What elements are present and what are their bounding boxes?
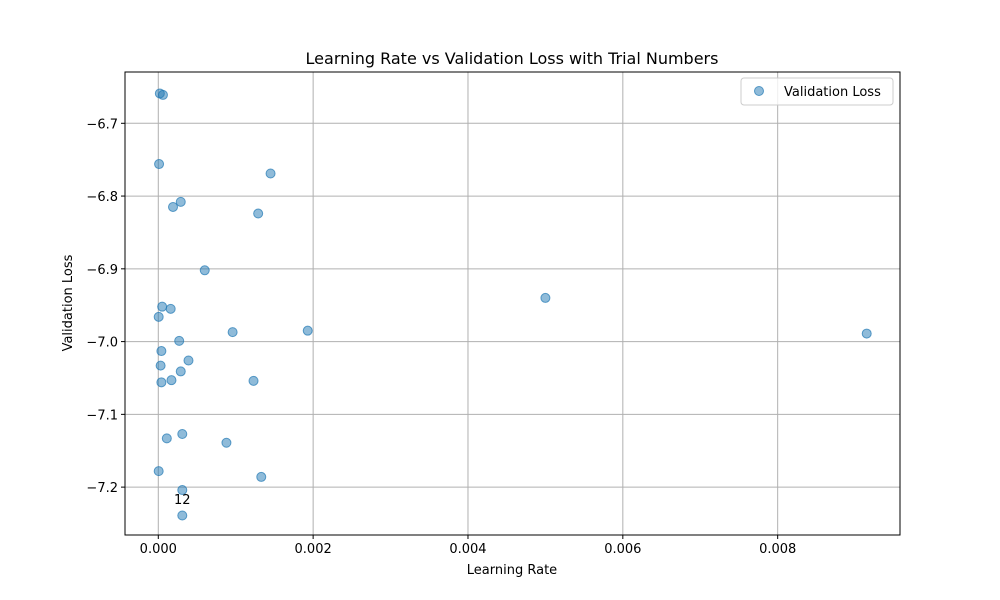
y-axis-label: Validation Loss bbox=[61, 254, 76, 351]
scatter-points bbox=[153, 88, 872, 521]
scatter-point bbox=[175, 366, 186, 377]
y-tick-label: −7.0 bbox=[86, 336, 118, 351]
scatter-point bbox=[265, 168, 276, 179]
scatter-point bbox=[168, 201, 179, 212]
annotations: 12 bbox=[174, 493, 191, 508]
scatter-point bbox=[156, 377, 167, 388]
y-tick-label: −6.7 bbox=[86, 117, 118, 132]
scatter-point bbox=[199, 265, 210, 276]
x-axis-label: Learning Rate bbox=[467, 563, 557, 578]
scatter-point bbox=[175, 196, 186, 207]
scatter-point bbox=[165, 303, 176, 314]
scatter-point bbox=[166, 375, 177, 386]
trial-number-annotation: 12 bbox=[174, 493, 191, 508]
grid bbox=[125, 72, 900, 535]
scatter-point bbox=[221, 437, 232, 448]
scatter-point bbox=[248, 375, 259, 386]
x-tick-label: 0.004 bbox=[449, 542, 486, 557]
y-tick-label: −7.2 bbox=[86, 481, 118, 496]
scatter-point bbox=[256, 471, 267, 482]
legend-box bbox=[740, 77, 894, 106]
scatter-point bbox=[177, 429, 188, 440]
scatter-point bbox=[253, 208, 264, 219]
scatter-point bbox=[155, 360, 166, 371]
plot-area-frame bbox=[124, 71, 901, 536]
scatter-point bbox=[154, 159, 165, 170]
scatter-point bbox=[302, 325, 313, 336]
scatter-point bbox=[227, 327, 238, 338]
scatter-point bbox=[540, 292, 551, 303]
scatter-point bbox=[153, 466, 164, 477]
y-tick-label: −6.9 bbox=[86, 263, 118, 278]
scatter-point bbox=[861, 328, 872, 339]
scatter-point bbox=[153, 311, 164, 322]
scatter-point bbox=[174, 335, 185, 346]
x-tick-label: 0.006 bbox=[604, 542, 641, 557]
x-tick-label: 0.002 bbox=[295, 542, 332, 557]
scatter-point bbox=[177, 485, 188, 496]
chart-title: Learning Rate vs Validation Loss with Tr… bbox=[306, 49, 719, 68]
y-tick-label: −7.1 bbox=[86, 408, 118, 423]
scatter-point bbox=[157, 301, 168, 312]
scatter-point bbox=[177, 510, 188, 521]
x-axis: 0.000 0.002 0.004 0.006 0.008 bbox=[140, 535, 796, 557]
scatter-point bbox=[156, 346, 167, 357]
x-tick-label: 0.000 bbox=[140, 542, 177, 557]
y-tick-label: −6.8 bbox=[86, 190, 118, 205]
legend-label: Validation Loss bbox=[784, 85, 881, 100]
scatter-point bbox=[183, 355, 194, 366]
legend: Validation Loss bbox=[740, 77, 894, 106]
scatter-point bbox=[157, 89, 168, 100]
legend-marker bbox=[754, 86, 764, 96]
x-tick-label: 0.008 bbox=[759, 542, 796, 557]
y-axis: −6.7 −6.8 −6.9 −7.0 −7.1 −7.2 bbox=[86, 117, 125, 496]
scatter-point bbox=[161, 433, 172, 444]
